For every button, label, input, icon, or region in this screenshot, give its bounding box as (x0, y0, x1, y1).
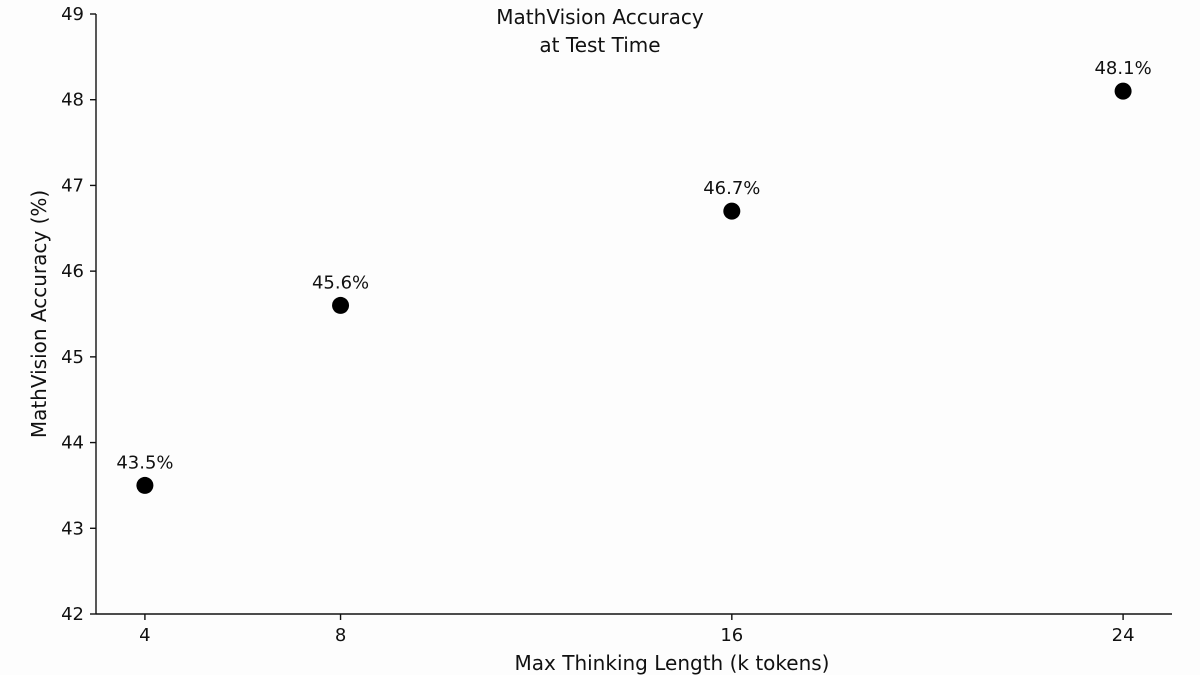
y-tick-label: 47 (61, 175, 84, 196)
chart-title-line-1: MathVision Accuracy (496, 5, 704, 29)
y-tick-label: 45 (61, 347, 84, 368)
x-tick-label: 8 (335, 625, 346, 646)
x-tick-label: 16 (720, 625, 743, 646)
chart-title-line-2: at Test Time (539, 33, 660, 57)
data-point (1114, 82, 1132, 100)
y-axis-ticks: 42 43 44 45 46 47 48 49 (61, 4, 96, 625)
data-point (136, 476, 154, 494)
data-labels: 43.5% 45.6% 46.7% 48.1% (116, 58, 1151, 473)
x-axis-ticks: 4 8 16 24 (139, 614, 1135, 646)
data-label: 45.6% (312, 272, 369, 293)
data-label: 43.5% (116, 452, 173, 473)
y-tick-label: 44 (61, 433, 84, 454)
x-tick-label: 24 (1112, 625, 1135, 646)
x-tick-label: 4 (139, 625, 150, 646)
data-point (723, 202, 741, 220)
data-label: 46.7% (703, 178, 760, 199)
y-tick-label: 48 (61, 90, 84, 111)
x-axis-title: Max Thinking Length (k tokens) (515, 651, 830, 675)
data-point (332, 296, 350, 314)
y-tick-label: 49 (61, 4, 84, 25)
data-label: 48.1% (1094, 58, 1151, 79)
data-points (136, 82, 1132, 494)
chart-title-group: MathVision Accuracy at Test Time (496, 5, 704, 57)
y-tick-label: 42 (61, 604, 84, 625)
y-tick-label: 46 (61, 261, 84, 282)
y-axis-title: MathVision Accuracy (%) (27, 190, 51, 438)
y-tick-label: 43 (61, 518, 84, 539)
